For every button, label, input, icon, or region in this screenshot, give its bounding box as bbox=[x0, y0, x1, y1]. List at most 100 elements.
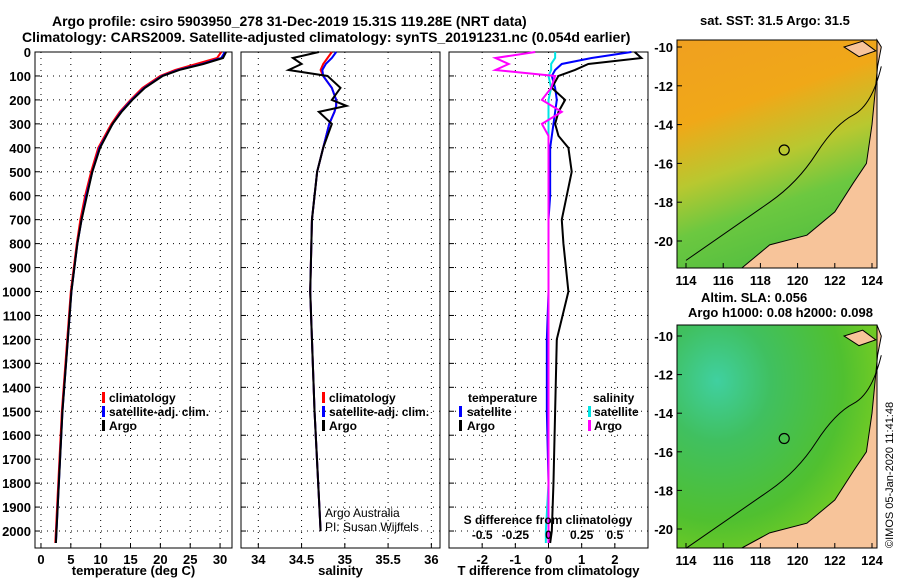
y-tick-label: 1600 bbox=[2, 428, 31, 443]
x-axis-label: salinity bbox=[318, 563, 364, 578]
legend-label: satellite-adj. clim. bbox=[329, 405, 429, 419]
title-line-1: Argo profile: csiro 5903950_278 31-Dec-2… bbox=[52, 13, 527, 29]
float-position-marker bbox=[778, 144, 790, 156]
map2-subtitle: Argo h1000: 0.08 h2000: 0.098 bbox=[688, 305, 873, 320]
x2-tick-label: 0.25 bbox=[570, 528, 594, 542]
x2-tick-label: 0 bbox=[545, 528, 552, 542]
legend-swatch bbox=[102, 420, 105, 431]
legend-label: Argo bbox=[594, 419, 622, 433]
y-tick-label: 1000 bbox=[2, 285, 31, 300]
x-tick-label: 30 bbox=[213, 552, 227, 567]
y-tick-label: 900 bbox=[9, 261, 31, 276]
x-axis-label: temperature (deg C) bbox=[72, 563, 196, 578]
legend-label: satellite bbox=[467, 405, 512, 419]
y-tick-label: 1300 bbox=[2, 356, 31, 371]
y-tick-label: 1500 bbox=[2, 404, 31, 419]
land-island bbox=[842, 329, 877, 347]
x2-axis-label: S difference from climatology bbox=[464, 513, 633, 527]
lat-tick-label: -14 bbox=[654, 406, 674, 421]
land-island bbox=[842, 40, 877, 58]
bathymetry-contour bbox=[685, 355, 882, 549]
x-tick-label: 35.5 bbox=[375, 552, 400, 567]
series-line-argo bbox=[285, 51, 350, 532]
lat-tick-label: -16 bbox=[654, 445, 673, 460]
y-tick-label: 2000 bbox=[2, 524, 31, 539]
y-tick-label: 600 bbox=[9, 189, 31, 204]
legend-title: salinity bbox=[593, 391, 635, 405]
y-tick-label: 700 bbox=[9, 213, 31, 228]
lat-tick-label: -20 bbox=[654, 234, 673, 249]
x-tick-label: 20 bbox=[153, 552, 167, 567]
legend-swatch bbox=[588, 420, 591, 431]
y-tick-label: 400 bbox=[9, 141, 31, 156]
x-tick-label: 15 bbox=[123, 552, 137, 567]
lon-tick-label: 114 bbox=[676, 273, 698, 288]
legend-swatch bbox=[588, 406, 591, 417]
lat-tick-label: -14 bbox=[654, 118, 674, 133]
lat-tick-label: -18 bbox=[654, 483, 673, 498]
series-line-climatology bbox=[54, 51, 223, 544]
y-tick-label: 800 bbox=[9, 237, 31, 252]
lat-tick-label: -20 bbox=[654, 522, 673, 537]
y-tick-label: 0 bbox=[24, 45, 31, 60]
bathymetry-contour bbox=[685, 66, 882, 261]
legend-swatch bbox=[459, 406, 462, 417]
lon-tick-label: 114 bbox=[676, 553, 698, 568]
x-tick-label: -1 bbox=[510, 552, 522, 567]
lon-tick-label: 118 bbox=[750, 273, 771, 288]
x-tick-label: 34.5 bbox=[289, 552, 314, 567]
legend-label: Argo bbox=[109, 419, 137, 433]
map-frame bbox=[676, 324, 878, 549]
annotation-text: PI: Susan Wijffels bbox=[325, 520, 419, 534]
plot-frame bbox=[34, 51, 233, 549]
legend-swatch bbox=[102, 392, 105, 403]
map-frame bbox=[676, 39, 878, 269]
lat-tick-label: -18 bbox=[654, 195, 673, 210]
series-line-temperature-satellite bbox=[545, 51, 632, 543]
x2-tick-label: 0.5 bbox=[606, 528, 623, 542]
legend-swatch bbox=[322, 420, 325, 431]
series-line-argo bbox=[54, 51, 227, 544]
lat-tick-label: -16 bbox=[654, 156, 673, 171]
y-tick-label: 100 bbox=[9, 69, 31, 84]
y-tick-label: 300 bbox=[9, 117, 31, 132]
legend-label: Argo bbox=[467, 419, 495, 433]
x-tick-label: 1 bbox=[578, 552, 585, 567]
float-position-marker bbox=[778, 432, 790, 445]
legend-swatch bbox=[459, 420, 462, 431]
y-tick-label: 500 bbox=[9, 165, 31, 180]
lon-tick-label: 122 bbox=[824, 553, 846, 568]
lon-tick-label: 120 bbox=[787, 553, 809, 568]
legend-swatch bbox=[322, 406, 325, 417]
x2-tick-label: -0.25 bbox=[502, 528, 530, 542]
map2-title: Altim. SLA: 0.056 bbox=[701, 290, 808, 305]
y-tick-label: 200 bbox=[9, 93, 31, 108]
legend-label: climatology bbox=[329, 391, 396, 405]
x2-tick-label: -0.5 bbox=[472, 528, 493, 542]
x-tick-label: -2 bbox=[476, 552, 488, 567]
series-line-satellite-adj-clim- bbox=[54, 51, 226, 544]
x-tick-label: 5 bbox=[67, 552, 74, 567]
lon-tick-label: 120 bbox=[787, 273, 809, 288]
lon-tick-label: 118 bbox=[750, 553, 771, 568]
lon-tick-label: 124 bbox=[861, 273, 883, 288]
plot-frame bbox=[240, 51, 441, 549]
x-tick-label: 2 bbox=[611, 552, 618, 567]
legend-label: climatology bbox=[109, 391, 176, 405]
y-tick-label: 1700 bbox=[2, 452, 31, 467]
x-tick-label: 34 bbox=[251, 552, 266, 567]
y-tick-label: 1100 bbox=[3, 308, 31, 323]
legend-label: Argo bbox=[329, 419, 357, 433]
x-tick-label: 36 bbox=[424, 552, 438, 567]
x-tick-label: 0 bbox=[37, 552, 44, 567]
x-axis-label: T difference from climatology bbox=[457, 563, 640, 578]
y-tick-label: 1200 bbox=[2, 332, 31, 347]
map1-title: sat. SST: 31.5 Argo: 31.5 bbox=[700, 13, 850, 28]
x-tick-label: 35 bbox=[338, 552, 352, 567]
y-tick-label: 1900 bbox=[2, 500, 31, 515]
legend-swatch bbox=[102, 406, 105, 417]
lat-tick-label: -10 bbox=[654, 329, 673, 344]
x-tick-label: 0 bbox=[545, 552, 552, 567]
